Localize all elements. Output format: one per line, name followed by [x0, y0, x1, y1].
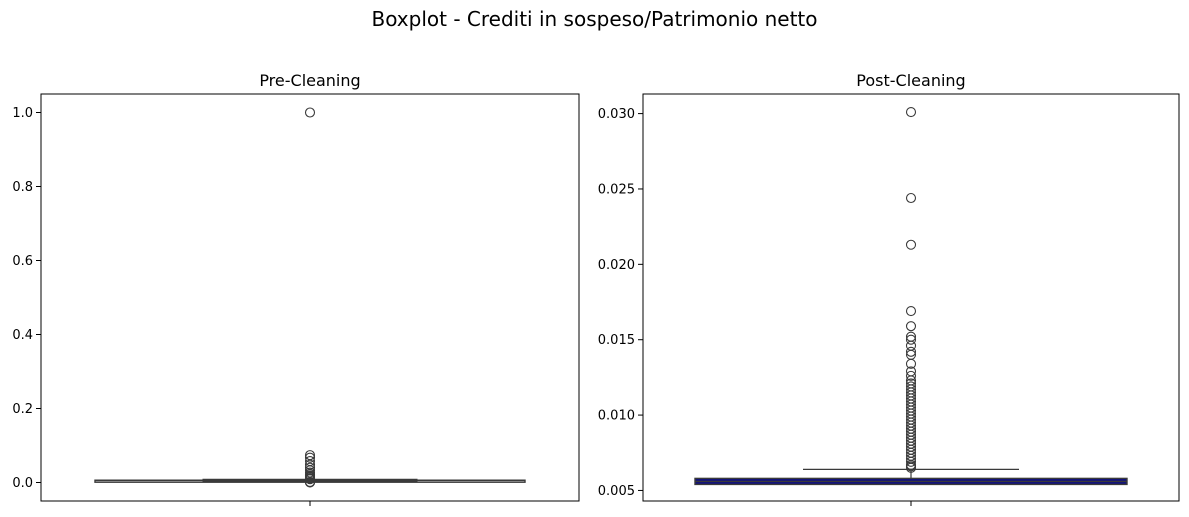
post-cleaning-yaxis: 0.005 0.010 0.015 0.020 0.025 0.030 — [598, 107, 643, 499]
post-cleaning-outlier-point — [905, 358, 917, 369]
post-cleaning-outlier-point — [905, 306, 917, 317]
post-cleaning-outlier-point — [905, 239, 917, 250]
pre-cleaning-outlier-point — [304, 107, 316, 118]
post-cleaning-ytick-label: 0.025 — [598, 182, 635, 197]
subplot-title-post-cleaning: Post-Cleaning — [856, 71, 965, 90]
pre-cleaning-outlier-point — [304, 450, 316, 461]
post-cleaning-ytick-label: 0.010 — [598, 409, 635, 424]
pre-cleaning-plot-area — [94, 107, 526, 488]
pre-cleaning-ytick-label: 1.0 — [12, 106, 33, 121]
post-cleaning-outlier-point — [905, 456, 917, 467]
pre-cleaning-ytick-label: 0.6 — [12, 254, 33, 269]
pre-cleaning-outlier-point — [304, 474, 316, 485]
pre-cleaning-yaxis: 0.0 0.2 0.4 0.6 0.8 1.0 — [12, 106, 41, 491]
post-cleaning-outlier-point — [905, 192, 917, 204]
pre-cleaning-ytick-label: 0.4 — [12, 328, 33, 343]
post-cleaning-outlier-point — [905, 107, 917, 118]
post-cleaning-ytick-label: 0.030 — [598, 107, 635, 122]
post-cleaning-outlier-point — [905, 346, 917, 357]
pre-cleaning-axes-frame — [40, 93, 580, 502]
pre-cleaning-outlier-point — [304, 477, 316, 488]
pre-cleaning-ytick-label: 0.2 — [12, 402, 33, 417]
post-cleaning-ytick-label: 0.020 — [598, 258, 635, 273]
post-cleaning-axes-frame — [642, 93, 1180, 502]
post-cleaning-ytick-label: 0.015 — [598, 333, 635, 348]
post-cleaning-outlier-point — [905, 334, 917, 345]
pre-cleaning-ytick-label: 0.0 — [12, 476, 33, 491]
subplot-post-cleaning: Post-Cleaning 0.0050.0100.0150.0200.0250… — [598, 71, 1180, 506]
figure-title: Boxplot - Crediti in sospeso/Patrimonio … — [371, 7, 817, 31]
subplot-title-pre-cleaning: Pre-Cleaning — [259, 71, 360, 90]
pre-cleaning-ytick-label: 0.8 — [12, 180, 33, 195]
post-cleaning-ytick-label: 0.005 — [598, 484, 635, 499]
subplot-pre-cleaning: Pre-Cleaning 0.0 0.2 0.4 0.6 0.8 1.0 — [12, 71, 580, 506]
post-cleaning-outlier-point — [905, 370, 917, 381]
post-cleaning-plot-area — [694, 107, 1128, 486]
pre-cleaning-outlier-point — [304, 459, 316, 470]
post-cleaning-outlier-point — [905, 321, 917, 332]
post-cleaning-outlier-point — [905, 462, 917, 473]
pre-cleaning-outlier-point — [304, 452, 316, 463]
